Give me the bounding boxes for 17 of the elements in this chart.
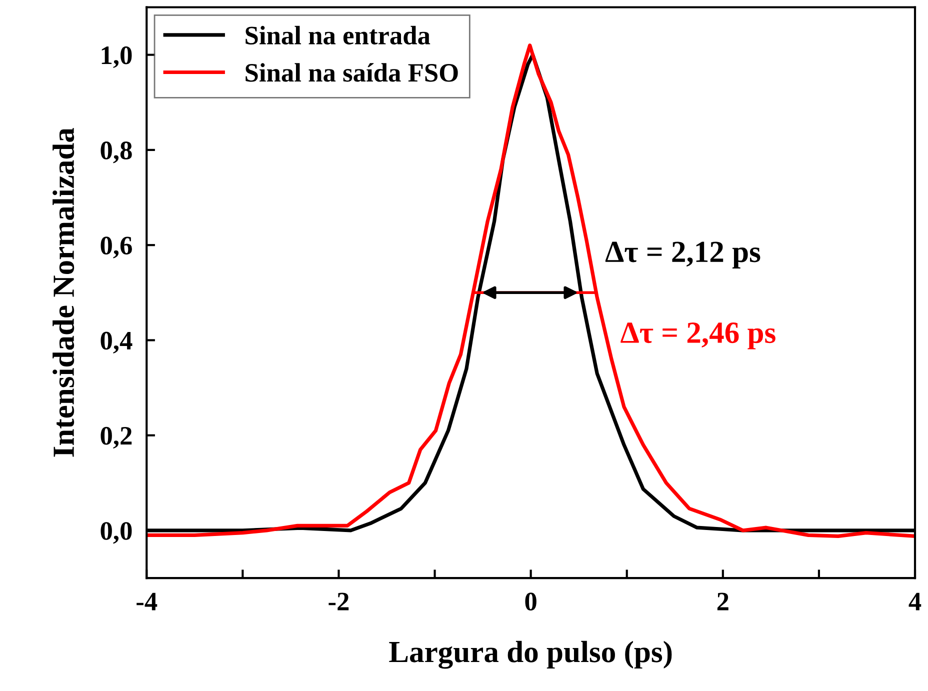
y-tick-label: 0,4 [100, 332, 132, 354]
legend-label: Sinal na saída FSO [246, 63, 458, 82]
y-tick-label: 0,8 [100, 142, 132, 164]
y-tick-label: 0,6 [100, 236, 132, 258]
y-tick-label: 0,0 [100, 522, 132, 544]
x-tick-label: -4 [136, 592, 158, 610]
annotation: Δτ = 2,12 ps [605, 242, 760, 268]
legend-label: Sinal na entrada [246, 26, 430, 44]
y-axis-title: Intensidade Normalizada [52, 128, 74, 457]
x-tick-label: 2 [717, 592, 728, 610]
y-tick-label: 0,2 [100, 426, 132, 449]
x-tick-label: 0 [525, 592, 536, 610]
annotation: Δτ = 2,46 ps [620, 322, 776, 350]
x-tick-label: -2 [328, 592, 349, 610]
y-tick-label: 1,0 [102, 46, 132, 68]
x-tick-label: 4 [908, 592, 922, 610]
x-axis-title: Largura do pulso (ps) [389, 640, 672, 669]
